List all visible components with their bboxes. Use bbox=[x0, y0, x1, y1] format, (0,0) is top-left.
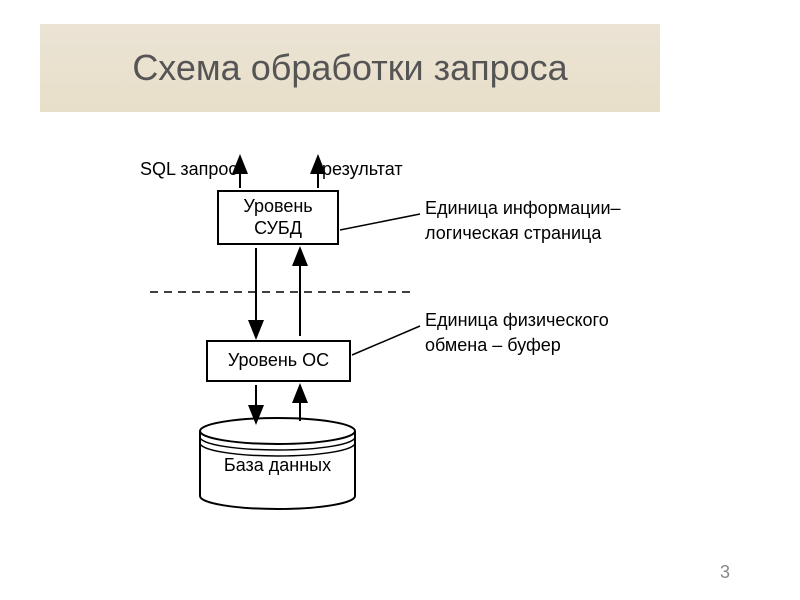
box-dbms-label: Уровень СУБД bbox=[243, 196, 312, 239]
page-number: 3 bbox=[720, 562, 730, 583]
callout-line-1 bbox=[340, 214, 420, 230]
box-os-label: Уровень ОС bbox=[228, 350, 329, 372]
annotation-buffer-l1: Единица физического bbox=[425, 309, 609, 332]
annotation-buffer-l2: обмена – буфер bbox=[425, 334, 561, 357]
label-sql-query: SQL запрос bbox=[140, 158, 237, 181]
box-database-label-container: База данных bbox=[200, 455, 355, 476]
box-database-label: База данных bbox=[224, 455, 331, 475]
diagram-container: Уровень СУБД Уровень ОС База данных SQL … bbox=[0, 0, 800, 600]
box-os-level: Уровень ОС bbox=[206, 340, 351, 382]
annotation-logical-page-l2: логическая страница bbox=[425, 222, 601, 245]
diagram-svg bbox=[0, 0, 800, 600]
label-result: результат bbox=[322, 158, 403, 181]
box-dbms-level: Уровень СУБД bbox=[217, 190, 339, 245]
callout-line-2 bbox=[352, 326, 420, 355]
annotation-logical-page-l1: Единица информации– bbox=[425, 197, 621, 220]
